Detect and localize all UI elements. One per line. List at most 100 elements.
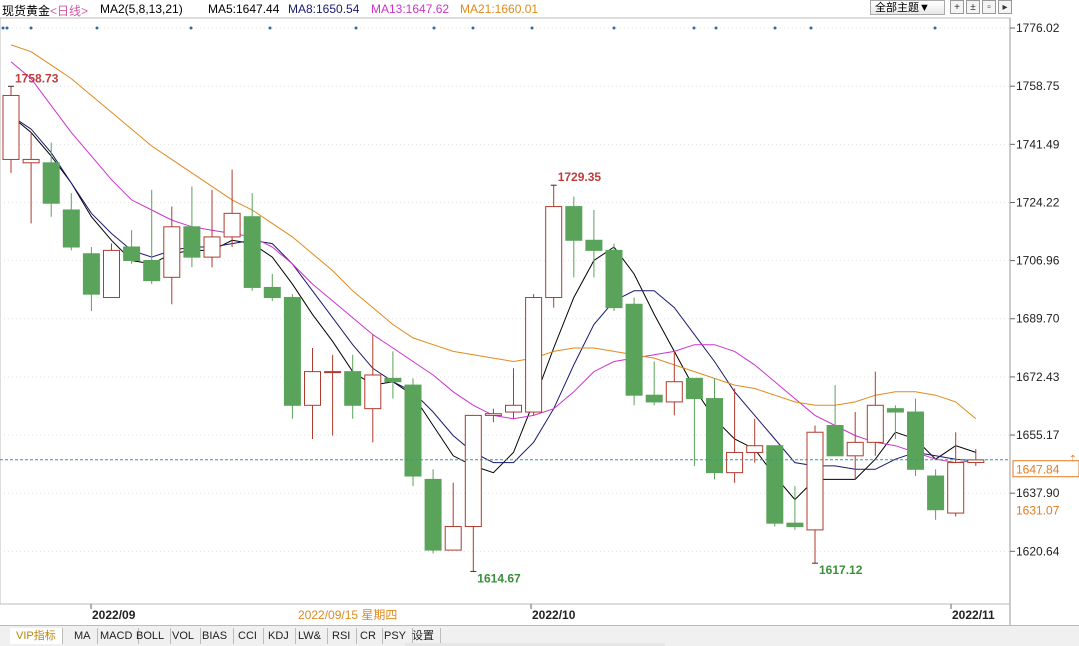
candle-body-down[interactable] (263, 286, 281, 299)
tab-kdj[interactable]: KDJ (262, 628, 296, 644)
price-tick-label: 1741.49 (1016, 137, 1060, 151)
tab-macd[interactable]: MACD (94, 628, 140, 644)
marker-dot (29, 26, 33, 30)
price-tick-label: 1758.75 (1016, 79, 1060, 93)
date-tick-label: 2022/11 (952, 608, 995, 622)
candle-body-up[interactable] (665, 381, 683, 403)
crosshair-icon[interactable]: + (950, 0, 964, 14)
candle-body-up[interactable] (464, 414, 482, 528)
candle-body-down[interactable] (907, 411, 924, 470)
candle-body-down[interactable] (183, 226, 201, 258)
tab-cr[interactable]: CR (354, 628, 383, 644)
candle-body-up[interactable] (525, 297, 543, 413)
candle-body-down[interactable] (766, 445, 784, 524)
price-tick-label: 1672.43 (1016, 370, 1060, 384)
chart-header: 现货黄金 <日线> MA2(5,8,13,21) MA5:1647.44 MA8… (0, 0, 1079, 18)
ma-group-label[interactable]: MA2(5,8,13,21) (100, 2, 183, 16)
period-label[interactable]: <日线> (50, 4, 89, 18)
candle-body-up[interactable] (806, 431, 824, 531)
candle-body-up[interactable] (846, 441, 864, 457)
price-tick-label: 1706.96 (1016, 254, 1060, 268)
marker-dot (5, 26, 9, 30)
marker-dot (773, 26, 777, 30)
candle-body-down[interactable] (404, 384, 422, 477)
candle-body-up[interactable] (304, 371, 321, 406)
candle-body-down[interactable] (62, 209, 80, 248)
candle-body-up[interactable] (163, 226, 181, 278)
candle-body-down[interactable] (826, 425, 844, 457)
low-price-label: 1617.12 (819, 563, 863, 577)
tab-bias[interactable]: BIAS (196, 628, 235, 644)
tab-cci[interactable]: CCI (232, 628, 264, 644)
candle-body-down[interactable] (685, 377, 703, 400)
next-icon[interactable]: ▸ (998, 0, 1012, 14)
tab-vip[interactable]: VIP指标 (10, 628, 63, 644)
plot-frame (0, 17, 1011, 605)
marker-dot (714, 26, 718, 30)
tab-rsi[interactable]: RSI (326, 628, 358, 644)
high-price-label: 1729.35 (558, 170, 602, 184)
candle-body-up[interactable] (103, 249, 120, 299)
marker-dot (692, 26, 696, 30)
candle-body-up[interactable] (545, 206, 563, 299)
candle-body-down[interactable] (283, 297, 301, 406)
candle-body-down[interactable] (625, 303, 643, 396)
tab-ma[interactable]: MA (68, 628, 98, 644)
candle-body-up[interactable] (444, 526, 462, 551)
up-arrow-icon: ⇡ (1069, 454, 1077, 464)
candle-body-up[interactable] (505, 404, 522, 413)
marker-dot (95, 26, 99, 30)
candle-body-down[interactable] (143, 259, 161, 282)
candle-body-down[interactable] (706, 398, 723, 474)
marker-dot (1, 26, 5, 30)
ma5-value: MA5:1647.44 (208, 2, 280, 16)
candle-body-down[interactable] (645, 394, 663, 403)
candle-body-down[interactable] (424, 478, 442, 551)
candle-body-down[interactable] (565, 206, 583, 241)
candle-body-down[interactable] (42, 162, 60, 204)
candlestick-chart[interactable]: 1776.02 1758.75 1741.49 1724.22 1706.96 1689.… (0, 0, 1079, 625)
candle-body-up[interactable] (746, 445, 764, 453)
candle-body-down[interactable] (384, 377, 402, 383)
candle-body-up[interactable] (223, 212, 241, 238)
status-area (405, 643, 665, 646)
candle-body-down[interactable] (344, 371, 362, 406)
candle-body-down[interactable] (123, 246, 141, 261)
ma21-value: MA21:1660.01 (460, 2, 539, 16)
candle-body-up[interactable] (967, 459, 985, 464)
marker-dot (354, 26, 358, 30)
ma8-value: MA8:1650.54 (288, 2, 360, 16)
last-price-label: 1647.84 (1016, 463, 1060, 477)
candle-body-down[interactable] (786, 522, 804, 528)
tab-设置[interactable]: 设置 (406, 628, 441, 644)
candle-body-up[interactable] (364, 374, 382, 410)
indicator-tab-bar: VIP指标 MA MACD BOLL VOL BIAS CCI KDJ LW& RSI CR PSY 设… (0, 625, 1079, 646)
symbol-name: 现货黄金 (2, 4, 51, 18)
date-tick-label: 2022/10 (532, 608, 576, 622)
candle-body-down[interactable] (585, 239, 603, 251)
candle-body-down[interactable] (82, 253, 100, 295)
candle-body-up[interactable] (22, 158, 40, 164)
candle-body-up[interactable] (726, 451, 744, 474)
tab-lw&[interactable]: LW& (292, 628, 329, 644)
zoom-icon[interactable]: ± (966, 0, 980, 14)
candle-body-down[interactable] (927, 475, 945, 511)
low-price-label: 1614.67 (477, 571, 521, 585)
candle-body-down[interactable] (243, 216, 261, 288)
candle-body-up[interactable] (484, 413, 502, 416)
candle-body-up[interactable] (203, 236, 221, 258)
tab-vol[interactable]: VOL (166, 628, 202, 644)
marker-dot (612, 26, 616, 30)
candle-body-down[interactable] (605, 249, 623, 309)
candle-body-up[interactable] (947, 462, 965, 514)
candle-body-down[interactable] (886, 408, 904, 413)
candle-body-up[interactable] (324, 371, 342, 374)
theme-dropdown[interactable]: 全部主题▼ (870, 0, 945, 15)
candle-body-up[interactable] (2, 94, 20, 160)
candle-body-up[interactable] (866, 404, 884, 443)
tab-psy[interactable]: PSY (378, 628, 414, 644)
price-tick-label: 1637.90 (1016, 486, 1060, 500)
tab-boll[interactable]: BOLL (130, 628, 172, 644)
high-price-label: 1758.73 (15, 71, 59, 85)
window-icon[interactable]: ▫ (982, 0, 996, 14)
